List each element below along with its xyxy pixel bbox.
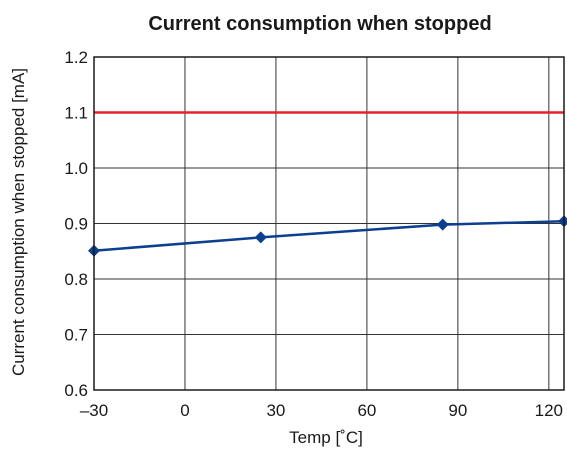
data-point-marker bbox=[254, 231, 267, 244]
x-tick-label: 90 bbox=[448, 401, 467, 420]
x-tick-label: –30 bbox=[80, 401, 108, 420]
x-tick-label: 30 bbox=[266, 401, 285, 420]
y-tick-label: 1.2 bbox=[64, 48, 88, 67]
y-tick-label: 0.9 bbox=[64, 215, 88, 234]
x-tick-label: 120 bbox=[535, 401, 563, 420]
y-tick-labels: 0.6 0.7 0.8 0.9 1.0 1.1 1.2 bbox=[64, 48, 88, 400]
x-axis-label: Temp [˚C] bbox=[289, 428, 363, 447]
y-tick-label: 0.6 bbox=[64, 381, 88, 400]
y-tick-label: 1.1 bbox=[64, 104, 88, 123]
data-point-marker bbox=[436, 218, 449, 231]
x-tick-label: 60 bbox=[357, 401, 376, 420]
series-line-0 bbox=[93, 220, 565, 252]
y-tick-label: 0.7 bbox=[64, 326, 88, 345]
y-tick-label: 0.8 bbox=[64, 270, 88, 289]
plot-frame bbox=[93, 56, 565, 391]
series-layer bbox=[88, 111, 567, 257]
data-point-marker bbox=[558, 215, 567, 228]
chart-title: Current consumption when stopped bbox=[148, 13, 491, 35]
x-tick-label: 0 bbox=[180, 401, 189, 420]
x-tick-labels: –30 0 30 60 90 120 bbox=[80, 401, 563, 420]
y-tick-label: 1.0 bbox=[64, 159, 88, 178]
y-axis-label: Current consumption when stopped [mA] bbox=[9, 68, 28, 376]
